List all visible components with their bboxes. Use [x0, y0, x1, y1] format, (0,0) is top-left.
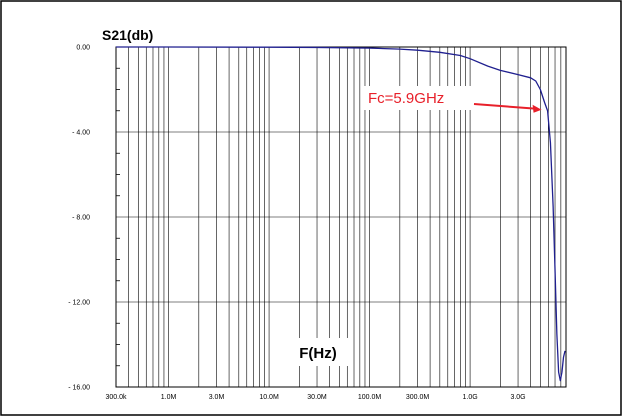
x-tick-label: 100.0M: [358, 394, 382, 401]
x-tick-label: 3.0M: [209, 394, 225, 401]
x-tick-label: 10.0M: [259, 394, 279, 401]
x-tick-label: 1.0G: [462, 394, 477, 401]
x-axis-label-box: [288, 338, 348, 366]
x-tick-label: 1.0M: [161, 394, 177, 401]
y-tick-label: - 16.00: [68, 385, 90, 392]
major-grid: [116, 46, 566, 388]
y-axis-ticks: 0.00 - 4.00 - 8.00 - 12.00 - 16.00: [68, 45, 120, 392]
y-tick-label: - 8.00: [72, 215, 90, 222]
annotation-box: [362, 86, 474, 110]
x-tick-label: 300.0M: [406, 394, 430, 401]
chart-title: S21(db): [102, 27, 153, 43]
annotation-arrow: [473, 103, 537, 110]
annotation-arrow-head: [532, 104, 542, 113]
x-tick-label: 3.0G: [510, 394, 525, 401]
cutoff-annotation: Fc=5.9GHz: [368, 90, 444, 107]
series-group: [116, 46, 566, 382]
y-tick-label: - 12.00: [68, 300, 90, 307]
x-tick-label: 30.0M: [307, 394, 327, 401]
plot-frame: [115, 46, 567, 388]
x-axis-label: F(Hz): [299, 345, 337, 362]
y-tick-label: 0.00: [76, 45, 90, 52]
x-tick-label: 300.0k: [105, 394, 127, 401]
series-line: [116, 46, 566, 382]
y-tick-label: - 4.00: [72, 130, 90, 137]
x-axis-ticks: 300.0k 1.0M 3.0M 10.0M 30.0M 100.0M 300.0M 1.0G…: [105, 394, 525, 401]
